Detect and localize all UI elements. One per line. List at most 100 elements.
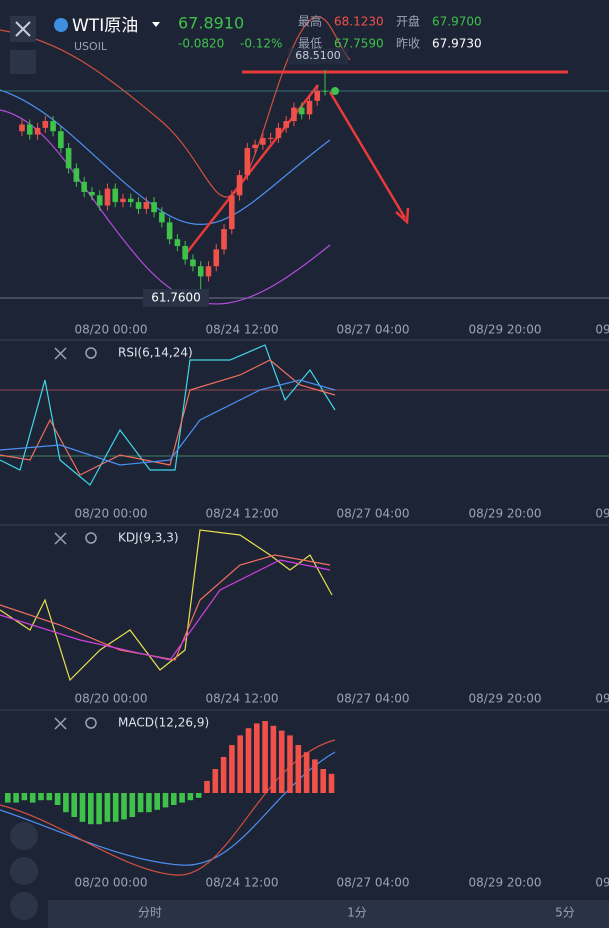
tool-button[interactable] (10, 892, 38, 920)
macd-bar (146, 793, 152, 813)
candle-body (166, 222, 173, 240)
stat-value: 67.9700 (432, 15, 482, 29)
x-axis-label: 08/24 12:00 (206, 876, 279, 890)
macd-bar (54, 793, 61, 805)
candle-body (314, 90, 321, 101)
stat-value: 67.7590 (334, 37, 384, 51)
macd-bar (5, 793, 11, 803)
indicator-lines (0, 16, 351, 876)
x-axis-label: 08/24 12:00 (206, 692, 279, 706)
macd-bar (195, 793, 202, 798)
macd-bar (328, 773, 335, 793)
x-axis-label: 08/29 20:00 (469, 692, 542, 706)
tab[interactable]: 分时 (138, 906, 162, 920)
candle-body (190, 259, 196, 267)
low-label: 61.7600 (151, 290, 201, 304)
candle-body (260, 137, 266, 145)
macd-bar (71, 793, 77, 817)
x-axis-label: 09 (595, 692, 609, 706)
candle-body (135, 202, 142, 209)
candle-body (50, 121, 56, 132)
macd-bar (46, 793, 53, 801)
candle-body (298, 107, 305, 115)
tab[interactable]: 5分 (555, 906, 575, 920)
candle-body (197, 266, 204, 277)
tab-bar (48, 900, 609, 928)
indicator-name: MACD(12,26,9) (118, 716, 209, 730)
kdj-line (0, 559, 331, 661)
candle-body (151, 202, 157, 213)
x-axis-label: 09 (595, 507, 609, 521)
macd-bar (129, 793, 136, 817)
candle-body (244, 148, 251, 176)
macd-bar (29, 793, 36, 803)
x-axis-label: 08/20 00:00 (75, 876, 148, 890)
x-axis-label: 08/24 12:00 (206, 507, 279, 521)
candle-body (252, 144, 258, 149)
close-icon (15, 21, 31, 37)
kdj-line (0, 554, 331, 661)
rsi-line (0, 344, 336, 486)
candle-body (112, 188, 119, 203)
drawn-arrow (328, 91, 410, 225)
ma-line (0, 109, 331, 305)
candle-body (236, 175, 243, 196)
x-axis-label: 08/29 20:00 (469, 507, 542, 521)
macd-bar (245, 728, 252, 793)
settings-icon[interactable] (85, 347, 97, 359)
change: -0.0820 (178, 37, 224, 51)
price: 67.8910 (178, 14, 244, 33)
macd-bar (320, 769, 326, 793)
stat-label: 最低 (298, 37, 322, 51)
macd-bar (220, 757, 227, 793)
symbol[interactable]: WTI原油 (72, 16, 138, 36)
expand-button[interactable] (10, 50, 36, 74)
settings-icon[interactable] (85, 532, 97, 544)
macd-bar (38, 793, 44, 801)
x-axis-label: 08/20 00:00 (75, 692, 148, 706)
indicator-name: KDJ(9,3,3) (118, 531, 179, 545)
tool-button[interactable] (10, 822, 38, 850)
settings-icon[interactable] (85, 717, 97, 729)
high-label: 68.5100 (295, 49, 341, 62)
candle-body (213, 249, 220, 267)
macd-bar (112, 793, 119, 822)
remove-icon[interactable] (54, 717, 67, 730)
candle-body (143, 202, 150, 209)
candle-body (120, 198, 126, 203)
candle-body (127, 198, 134, 203)
stat-value: 67.9730 (432, 37, 482, 51)
dropdown[interactable] (152, 22, 160, 27)
tool-button[interactable] (10, 857, 38, 885)
macd-bar (21, 793, 28, 801)
macd-bar (262, 721, 268, 793)
macd-bar (154, 793, 160, 810)
candle-body (65, 148, 72, 169)
candle-body (174, 239, 181, 246)
tab[interactable]: 1分 (347, 906, 367, 920)
remove-icon[interactable] (54, 347, 67, 360)
ma-line (0, 16, 351, 198)
x-axis-label: 08/29 20:00 (469, 876, 542, 890)
stat-label: 昨收 (396, 37, 420, 51)
indicator-name: RSI(6,14,24) (118, 346, 193, 360)
macd-bar (121, 793, 127, 820)
x-axis-label: 09 (595, 876, 609, 890)
macd-bar (171, 793, 177, 805)
x-axis-label: 08/20 00:00 (75, 507, 148, 521)
remove-icon[interactable] (54, 532, 67, 545)
stat-label: 开盘 (396, 14, 420, 29)
x-axis-label: 08/27 04:00 (337, 323, 410, 337)
candle-body (26, 124, 33, 135)
macd-bar (79, 793, 86, 822)
chart-layer: 68.5100 61.7600 08/20 00:00 08/24 12:00 08/2… (0, 48, 609, 890)
symbol-icon (54, 18, 68, 32)
macd-bar (104, 793, 111, 822)
x-axis-label: 08/27 04:00 (337, 692, 410, 706)
macd-bar (162, 793, 169, 808)
candle-body (104, 188, 111, 206)
macd-bar (212, 769, 219, 793)
x-axis-label: 08/27 04:00 (337, 876, 410, 890)
macd-bar (179, 793, 185, 803)
candle-body (291, 107, 297, 122)
